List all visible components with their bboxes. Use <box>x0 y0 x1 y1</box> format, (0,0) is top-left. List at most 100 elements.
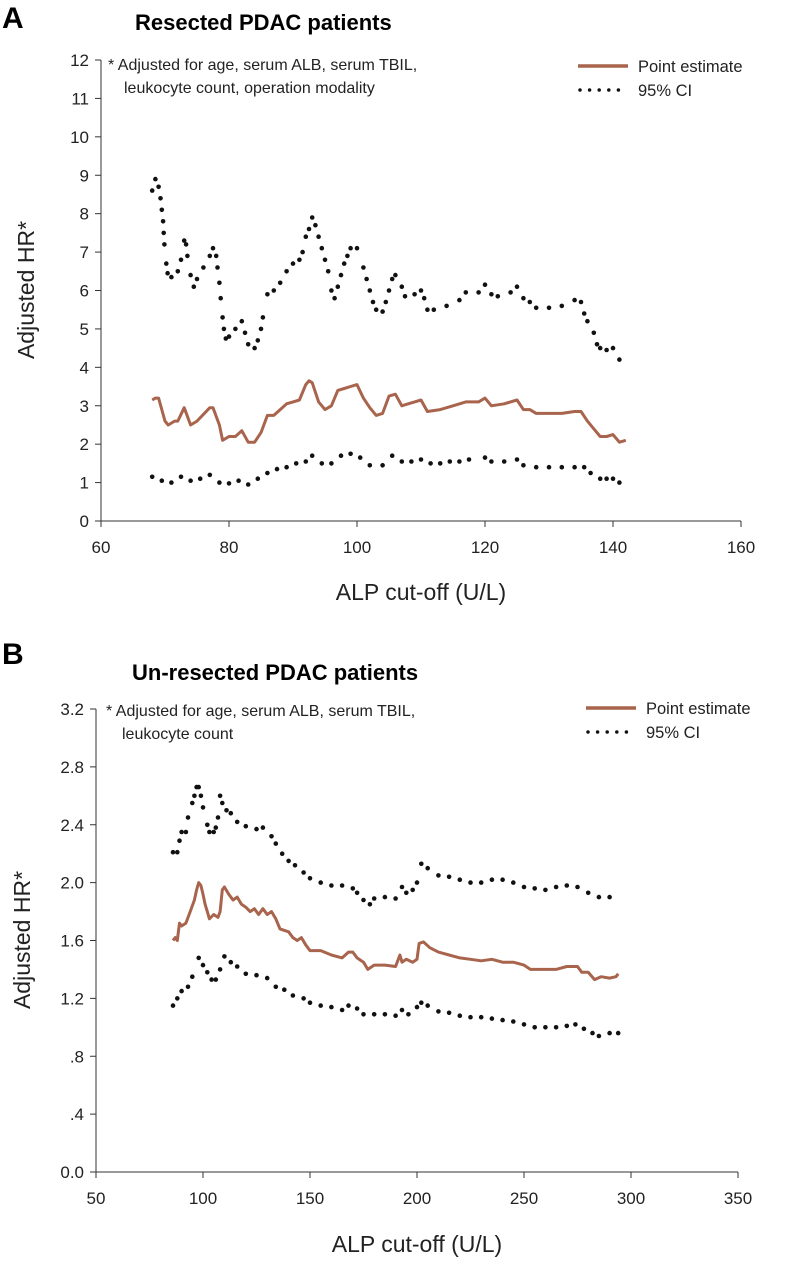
panel-a-ci-upper-point <box>185 253 190 259</box>
panel-b-ci-upper-point <box>205 822 210 828</box>
panel-a-ci-lower-point <box>489 459 494 464</box>
panel-a-ci-upper-point <box>158 196 163 201</box>
panel-a-ci-upper-point <box>604 347 609 353</box>
panel-a-ci-upper-point <box>361 265 366 270</box>
panel-a-ci-lower-point <box>546 464 552 470</box>
panel-b-ci-lower-point <box>573 1022 578 1027</box>
panel-a-ci-lower-point <box>217 480 222 485</box>
panel-b-ci-upper-point <box>500 877 505 882</box>
panel-b-ci-lower-point <box>590 1030 595 1036</box>
panel-b-ci-upper-point <box>446 874 452 880</box>
panel-b-ci-lower-point <box>553 1025 559 1030</box>
panel-b: B Un-resected PDAC patients * Adjusted f… <box>2 638 752 1257</box>
panel-b-ci-lower-point <box>222 954 227 959</box>
panel-a-ci-upper-point <box>217 280 222 286</box>
panel-a-ci-upper-point <box>585 318 590 324</box>
panel-a-ci-upper-point <box>421 295 427 301</box>
x-tick-label: 100 <box>189 1189 217 1208</box>
panel-a-ci-lower-point <box>149 474 155 480</box>
panel-b-ci-lower-point <box>607 1030 612 1036</box>
panel-b-ci-upper-point <box>254 826 259 832</box>
panel-b-ci-upper-point <box>224 808 229 813</box>
y-tick-label: 2.8 <box>60 758 84 777</box>
panel-b-ci-upper-point <box>211 829 216 835</box>
panel-a-ci-lower-point <box>274 466 280 472</box>
panel-a-ci-upper-point <box>380 309 385 314</box>
legend-a-ci-label: 95% CI <box>638 82 692 100</box>
panel-a-title: Resected PDAC patients <box>135 10 392 35</box>
panel-b-ci-upper-point <box>553 884 559 890</box>
panel-a-ci-upper-point <box>533 305 539 311</box>
x-tick-label: 120 <box>471 538 499 557</box>
panel-a-ci-upper-point <box>617 357 622 362</box>
panel-b-ci-upper-point <box>183 829 189 835</box>
panel-a-ci-upper-point <box>329 288 334 293</box>
panel-a-ci-lower-point <box>245 482 251 487</box>
panel-a-ci-upper-point <box>527 299 533 305</box>
panel-a-ci-upper-point <box>521 295 526 301</box>
panel-b-ci-upper-point <box>213 825 219 830</box>
panel-b-ci-lower-point <box>234 964 240 969</box>
panel-b-ci-upper-point <box>207 829 212 835</box>
panel-b-ci-upper-point <box>301 870 306 875</box>
panel-b-ci-upper-point <box>234 819 240 825</box>
panel-a-ci-upper-point <box>425 307 430 313</box>
panel-a-ci-upper-point <box>210 245 216 251</box>
panel-a-ci-lower-point <box>178 474 184 480</box>
panel-a-ci-upper-point <box>348 245 353 251</box>
panel-b-y-axis-label: Adjusted HR* <box>9 871 35 1009</box>
panel-a-ci-upper-point <box>160 219 166 224</box>
panel-b-ci-upper-point <box>177 838 182 843</box>
panel-a-ci-lower-point <box>309 453 315 459</box>
panel-a-ci-upper-point <box>476 290 481 295</box>
panel-b-ci-lower-point <box>170 1003 176 1008</box>
panel-b-ci-upper-point <box>399 884 405 890</box>
panel-b-ci-lower-point <box>273 984 279 990</box>
legend-b-ci-label: 95% CI <box>646 724 700 742</box>
panel-b-ci-upper-point <box>220 800 225 806</box>
x-tick-label: 350 <box>724 1189 752 1208</box>
panel-b-ci-upper-point <box>260 825 266 830</box>
panel-a-ci-upper-point <box>260 315 266 320</box>
panel-b-ci-lower-point <box>419 1000 424 1005</box>
panel-a-ci-upper-point <box>319 245 325 251</box>
panel-b-ci-upper-point <box>511 880 516 885</box>
panel-b-ci-upper-point <box>175 849 180 855</box>
panel-b-ci-lower-point <box>339 1007 345 1013</box>
panel-b-ci-upper-point <box>361 897 366 903</box>
x-tick-label: 60 <box>92 538 111 557</box>
panel-a-ci-upper-point <box>338 272 344 278</box>
panel-a-ci-lower-point <box>514 457 520 462</box>
x-tick-label: 80 <box>220 538 239 557</box>
panel-a-ci-lower-point <box>265 470 270 476</box>
panel-label-a: A <box>2 2 24 35</box>
panel-b-ci-upper-point <box>404 890 409 896</box>
panel-b-ci-upper-point <box>170 849 176 855</box>
panel-a-ci-upper-point <box>514 284 520 290</box>
panel-a-ci-upper-point <box>373 307 379 313</box>
panel-a-ci-upper-point <box>258 326 264 332</box>
panel-b-ci-lower-point <box>307 1000 313 1005</box>
panel-label-b: B <box>2 638 24 671</box>
panel-b-ci-lower-point <box>264 975 270 981</box>
panel-b-ci-upper-point <box>350 886 356 891</box>
panel-a-ci-upper-point <box>402 294 408 299</box>
panel-a-ci-upper-point <box>335 284 341 290</box>
panel-b-ci-upper-point <box>292 863 298 868</box>
panel-b-ci-upper-point <box>228 810 234 816</box>
panel-a-ci-upper-point <box>418 288 424 293</box>
panel-b-ci-lower-point <box>457 1013 463 1018</box>
panel-a-ci-upper-point <box>303 234 309 239</box>
panel-b-ci-upper-point <box>585 890 591 896</box>
panel-a-ci-upper-point <box>309 215 315 220</box>
panel-b-ci-lower-point <box>209 977 214 982</box>
panel-b-ci-upper-point <box>414 880 420 885</box>
y-tick-label: 1.6 <box>60 932 84 951</box>
panel-a-x-axis-label: ALP cut-off (U/L) <box>336 579 506 605</box>
panel-a-ci-upper-point <box>220 315 225 320</box>
panel-a-ci-lower-point <box>399 459 405 464</box>
y-tick-label: 0.0 <box>60 1163 84 1182</box>
panel-a-ci-upper-point <box>156 184 161 190</box>
y-tick-label: .4 <box>70 1105 84 1124</box>
panel-a-ci-upper-point <box>188 272 193 278</box>
